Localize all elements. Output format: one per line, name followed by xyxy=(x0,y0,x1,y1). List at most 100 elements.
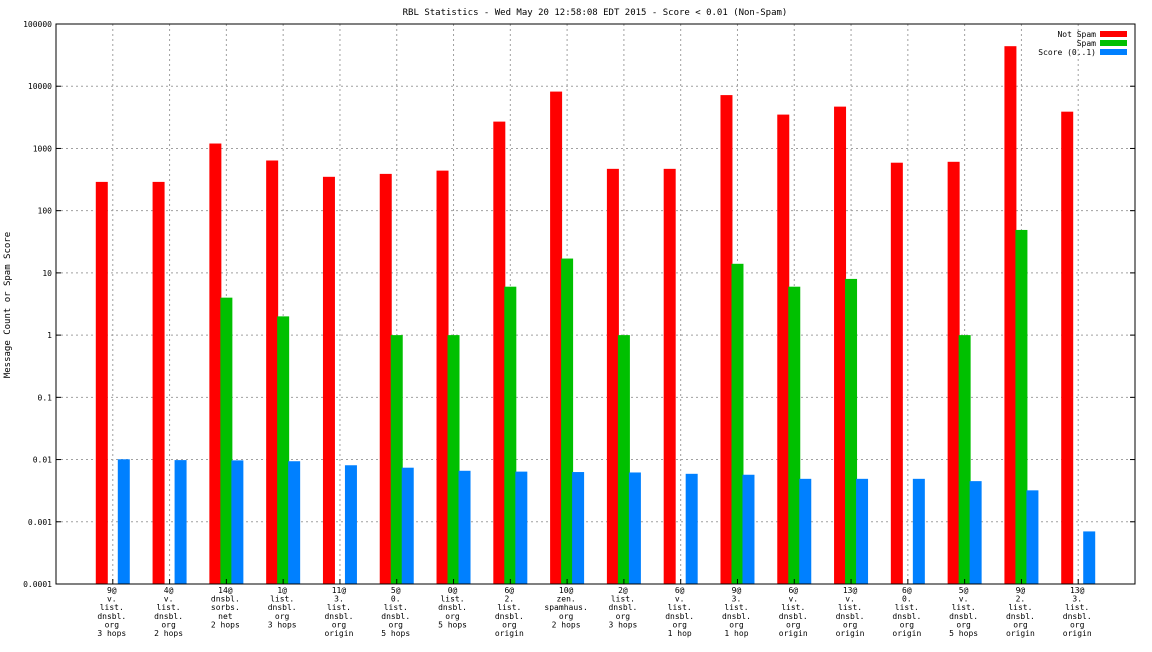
x-tick-label: origin xyxy=(324,629,353,638)
y-tick-label: 100 xyxy=(38,207,53,216)
bar-not-spam xyxy=(322,176,335,584)
x-tick-label: list. xyxy=(1008,603,1032,612)
y-tick-layer: 0.0001 0.001 0.01 0.1 1 10 100 1000 10000 100000 xyxy=(23,20,1135,589)
bar-score xyxy=(969,481,982,584)
bar-not-spam xyxy=(550,91,563,585)
bar-score xyxy=(1083,531,1096,584)
x-tick-label: 3. xyxy=(1072,595,1082,604)
x-tick-label: 6@ xyxy=(902,586,912,595)
x-tick-label: org xyxy=(729,620,744,629)
x-tick-label: list. xyxy=(100,603,124,612)
x-tick-label: v. xyxy=(675,595,685,604)
x-tick-label: list. xyxy=(270,595,294,604)
bar-score xyxy=(344,465,357,584)
bar-score xyxy=(288,461,301,584)
x-tick-label: list. xyxy=(895,603,919,612)
bar-not-spam xyxy=(720,95,733,585)
bar-spam xyxy=(447,335,460,584)
x-tick-label: 2 hops xyxy=(154,629,183,638)
x-tick-label: org xyxy=(275,612,290,621)
legend-label: Not Spam xyxy=(1057,30,1096,39)
x-tick-label: org xyxy=(389,620,404,629)
x-tick-label: list. xyxy=(440,595,464,604)
legend-swatch xyxy=(1100,49,1127,55)
x-tick-label: list. xyxy=(668,603,692,612)
x-tick-label: dnsbl. xyxy=(268,603,297,612)
bar-not-spam xyxy=(606,168,619,585)
bar-spam xyxy=(277,316,290,584)
bar-spam xyxy=(390,335,403,584)
x-tick-label: 5 hops xyxy=(949,629,978,638)
x-tick-label: 13@ xyxy=(1070,586,1085,595)
x-tick-label: org xyxy=(672,620,687,629)
x-tick-label: 3 hops xyxy=(608,620,637,629)
x-tick-label: dnsbl. xyxy=(949,612,978,621)
x-tick-label: 13@ xyxy=(843,586,858,595)
x-tick-label: v. xyxy=(788,595,798,604)
x-tick-label: org xyxy=(616,612,631,621)
x-tick-label: org xyxy=(900,620,915,629)
x-tick-label: sorbs. xyxy=(211,603,240,612)
x-tick-label: org xyxy=(502,620,517,629)
x-tick-label: net xyxy=(218,612,233,621)
x-tick-label: dnsbl. xyxy=(211,595,240,604)
x-tick-label: dnsbl. xyxy=(1006,612,1035,621)
x-tick-label: spamhaus. xyxy=(544,603,587,612)
bar-score xyxy=(572,472,585,584)
bar-score xyxy=(1026,490,1039,584)
x-tick-label: 2. xyxy=(1016,595,1026,604)
x-tick-label: 1 hop xyxy=(724,629,748,638)
bar-not-spam xyxy=(1061,111,1074,585)
x-tick-label: 0. xyxy=(391,595,401,604)
x-tick-label: list. xyxy=(781,603,805,612)
x-tick-label: org xyxy=(332,620,347,629)
bar-score xyxy=(117,459,130,584)
x-tick-label: origin xyxy=(1006,629,1035,638)
x-tick-label: list. xyxy=(724,603,748,612)
x-tick-label: 10@ xyxy=(559,586,574,595)
x-tick-label: 5 hops xyxy=(438,620,467,629)
x-tick-label: origin xyxy=(892,629,921,638)
x-tick-label: 6@ xyxy=(675,586,685,595)
x-tick-label: dnsbl. xyxy=(438,603,467,612)
x-tick-label: 5@ xyxy=(391,586,401,595)
bar-spam xyxy=(561,258,574,584)
bar-not-spam xyxy=(890,162,903,584)
bar-spam xyxy=(504,286,517,584)
bar-spam xyxy=(788,286,801,584)
x-tick-label: 6@ xyxy=(788,586,798,595)
x-tick-label: dnsbl. xyxy=(324,612,353,621)
bar-spam xyxy=(958,335,971,584)
x-tick-label: zen. xyxy=(556,595,575,604)
x-tick-label: 2@ xyxy=(618,586,628,595)
bar-score xyxy=(628,472,641,584)
chart-title: RBL Statistics - Wed May 20 12:58:08 EDT… xyxy=(403,8,788,18)
y-tick-label: 10000 xyxy=(28,82,52,91)
x-tick-label: list. xyxy=(327,603,351,612)
x-tick-label: list. xyxy=(1065,603,1089,612)
x-tick-label: 5@ xyxy=(959,586,969,595)
x-tick-label: 9@ xyxy=(732,586,742,595)
x-tick-label: 6@ xyxy=(504,586,514,595)
x-tick-label: v. xyxy=(959,595,969,604)
bar-spam xyxy=(845,278,858,584)
x-tick-label: list. xyxy=(384,603,408,612)
x-tick-label: org xyxy=(786,620,801,629)
x-tick-label: dnsbl. xyxy=(892,612,921,621)
x-tick-label: origin xyxy=(779,629,808,638)
x-tick-label: dnsbl. xyxy=(154,612,183,621)
bar-score xyxy=(799,478,812,584)
x-tick-label: org xyxy=(105,620,120,629)
y-axis-label: Message Count or Spam Score xyxy=(3,232,13,378)
bar-not-spam xyxy=(436,170,449,584)
x-tick-label: list. xyxy=(497,603,521,612)
bar-spam xyxy=(731,263,744,584)
bar-not-spam xyxy=(266,160,279,584)
x-tick-label: 3 hops xyxy=(268,620,297,629)
x-tick-label: org xyxy=(559,612,574,621)
x-tick-label: list. xyxy=(952,603,976,612)
bar-score xyxy=(912,478,925,584)
bar-not-spam xyxy=(947,161,960,584)
